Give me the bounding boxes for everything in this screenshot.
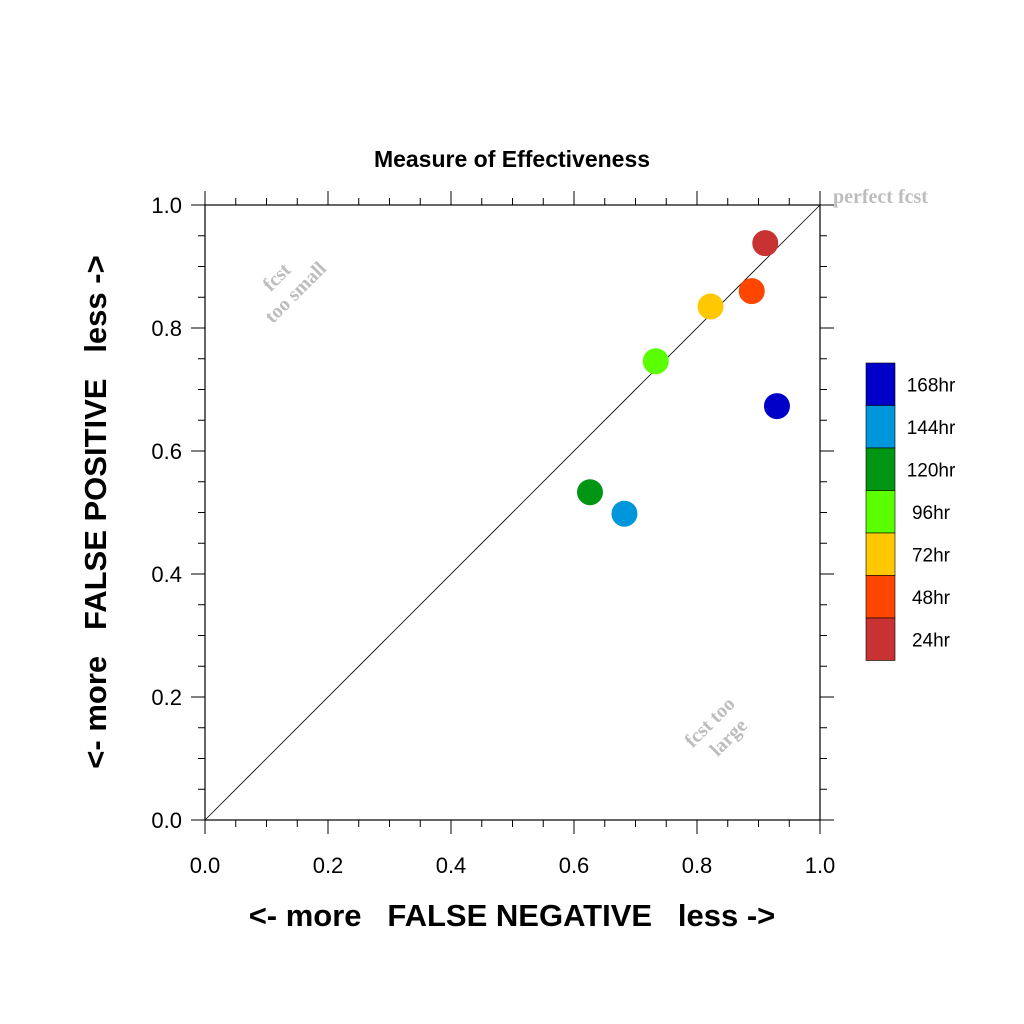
legend-swatch-96hr xyxy=(865,490,896,534)
legend-label-168hr: 168hr xyxy=(907,375,956,396)
legend-swatch-72hr xyxy=(865,532,896,576)
tick-marks xyxy=(191,191,834,834)
legend-swatch-48hr xyxy=(865,575,896,619)
y-axis-label: <- more FALSE POSITIVE less -> xyxy=(78,255,113,768)
too-large-annotation: fcst too large xyxy=(680,689,760,769)
y-tick-label: 0.8 xyxy=(151,316,182,341)
x-tick-label: 0.0 xyxy=(190,853,221,878)
legend-label-96hr: 96hr xyxy=(912,503,951,524)
plot-area: 0.0 0.2 0.4 0.6 0.8 1.0 0.0 0.2 0.4 0.6 0.8 1.0 xyxy=(151,191,835,878)
data-point-24hr xyxy=(752,230,779,257)
legend-label-72hr: 72hr xyxy=(912,545,951,566)
too-small-annotation: fcst too small xyxy=(244,240,331,327)
legend-label-120hr: 120hr xyxy=(907,460,956,481)
legend-label-144hr: 144hr xyxy=(907,418,956,439)
x-tick-labels: 0.0 0.2 0.4 0.6 0.8 1.0 xyxy=(190,853,836,878)
data-point-96hr xyxy=(642,348,669,375)
y-tick-label: 1.0 xyxy=(151,193,182,218)
legend: 168hr 144hr 120hr 96hr 72hr 48hr 24hr xyxy=(865,362,956,661)
x-tick-label: 1.0 xyxy=(805,853,836,878)
y-tick-label: 0.4 xyxy=(151,562,182,587)
data-point-72hr xyxy=(697,293,724,320)
y-tick-label: 0.0 xyxy=(151,808,182,833)
data-point-168hr xyxy=(763,393,790,420)
y-tick-label: 0.6 xyxy=(151,439,182,464)
data-points xyxy=(576,230,790,527)
data-point-120hr xyxy=(576,479,603,506)
legend-swatch-144hr xyxy=(865,405,896,449)
legend-label-48hr: 48hr xyxy=(912,588,951,609)
x-tick-label: 0.8 xyxy=(682,853,713,878)
x-tick-label: 0.4 xyxy=(436,853,467,878)
legend-label-24hr: 24hr xyxy=(912,630,951,651)
perfect-forecast-annotation: perfect fcst xyxy=(833,186,928,208)
x-tick-label: 0.2 xyxy=(313,853,344,878)
legend-swatch-120hr xyxy=(865,447,896,491)
legend-swatch-168hr xyxy=(865,362,896,406)
x-axis-label: <- more FALSE NEGATIVE less -> xyxy=(249,898,776,933)
y-tick-label: 0.2 xyxy=(151,685,182,710)
y-tick-labels: 0.0 0.2 0.4 0.6 0.8 1.0 xyxy=(151,193,182,833)
data-point-144hr xyxy=(611,500,638,527)
legend-swatch-24hr xyxy=(865,617,896,661)
chart-title: Measure of Effectiveness xyxy=(374,146,650,172)
data-point-48hr xyxy=(738,278,765,305)
x-tick-label: 0.6 xyxy=(559,853,590,878)
